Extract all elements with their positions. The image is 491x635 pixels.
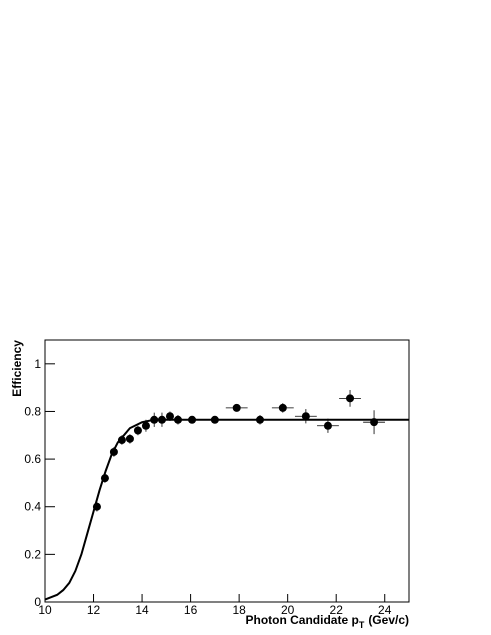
y-tick-label: 0.6: [24, 452, 41, 466]
y-tick-label: 0: [34, 595, 41, 609]
x-tick-label: 24: [378, 603, 392, 617]
data-point: [100, 474, 109, 483]
data-point: [346, 394, 355, 403]
y-tick-label: 1: [34, 357, 41, 371]
data-point: [232, 403, 241, 412]
x-tick-label: 22: [330, 603, 344, 617]
data-point: [301, 412, 310, 421]
x-tick-label: 20: [281, 603, 295, 617]
y-axis-label: Efficiency: [10, 340, 24, 397]
data-point: [150, 415, 159, 424]
x-label-main: Photon Candidate p: [245, 613, 358, 627]
data-point: [370, 418, 379, 427]
x-tick-label: 12: [87, 603, 101, 617]
data-point: [117, 436, 126, 445]
data-point: [92, 502, 101, 511]
data-point: [133, 426, 142, 435]
x-tick-label: 18: [232, 603, 246, 617]
data-point: [165, 412, 174, 421]
data-point: [188, 415, 197, 424]
y-tick-label: 0.4: [24, 500, 41, 514]
x-tick-label: 10: [38, 603, 52, 617]
data-point: [125, 434, 134, 443]
data-point: [141, 421, 150, 430]
fit-curve: [44, 418, 409, 601]
data-point: [109, 447, 118, 456]
plot-frame: [44, 339, 410, 603]
x-label-unit: (Gev/c): [368, 613, 409, 627]
x-axis-label: Photon Candidate pT (Gev/c): [245, 613, 409, 630]
data-point: [157, 415, 166, 424]
y-tick-label: 0.8: [24, 404, 41, 418]
data-point: [256, 415, 265, 424]
data-point: [173, 415, 182, 424]
x-tick-label: 14: [135, 603, 149, 617]
data-point: [278, 403, 287, 412]
y-tick-label: 0.2: [24, 547, 41, 561]
data-point: [323, 421, 332, 430]
x-label-sub: T: [359, 620, 365, 630]
data-point: [210, 415, 219, 424]
x-tick-label: 16: [184, 603, 198, 617]
